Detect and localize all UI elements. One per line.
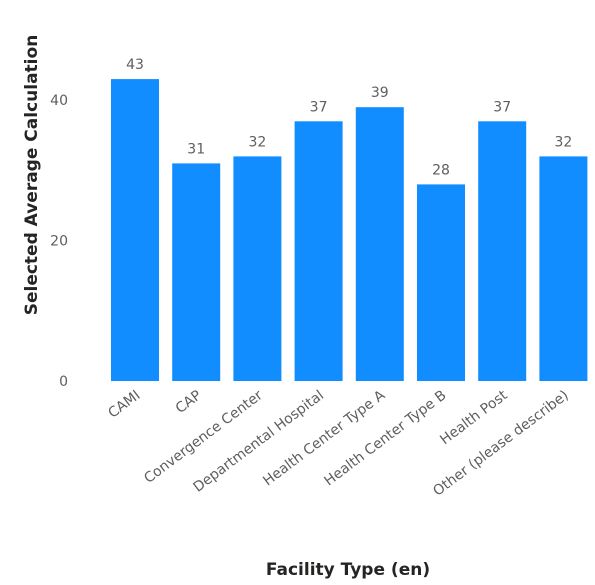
- bar-cami[interactable]: [111, 79, 159, 381]
- data-label: 37: [493, 99, 511, 115]
- y-tick-label: 20: [50, 234, 68, 250]
- bar-other-please-describe[interactable]: [539, 156, 588, 381]
- bar-convergence-center[interactable]: [233, 156, 282, 381]
- bar-cap[interactable]: [172, 163, 221, 381]
- data-label: 43: [126, 57, 144, 73]
- bars-group: [111, 79, 588, 382]
- y-tick-label: 0: [59, 374, 68, 390]
- data-label: 37: [310, 99, 328, 115]
- bar-health-post[interactable]: [478, 121, 527, 382]
- x-tick-label: CAP: [173, 387, 205, 417]
- data-label: 31: [187, 141, 205, 157]
- y-axis-title: Selected Average Calculation: [22, 35, 42, 316]
- data-label: 32: [554, 134, 572, 150]
- x-axis-title: Facility Type (en): [266, 560, 430, 580]
- bar-health-center-type-b[interactable]: [417, 184, 465, 381]
- data-label: 28: [432, 162, 450, 178]
- bar-departmental-hospital[interactable]: [294, 121, 343, 382]
- data-label: 32: [248, 134, 266, 150]
- x-tick-label: Convergence Center: [141, 387, 266, 487]
- y-tick-label: 40: [50, 93, 68, 109]
- x-tick-label: CAMI: [105, 387, 143, 421]
- y-axis-ticks: 0 20 40: [50, 93, 68, 390]
- data-label: 39: [371, 85, 389, 101]
- x-tick-label: Health Center Type B: [321, 387, 449, 489]
- data-labels-group: 43 31 32 37 39 28 37 32: [126, 57, 572, 178]
- bar-health-center-type-a[interactable]: [355, 107, 404, 381]
